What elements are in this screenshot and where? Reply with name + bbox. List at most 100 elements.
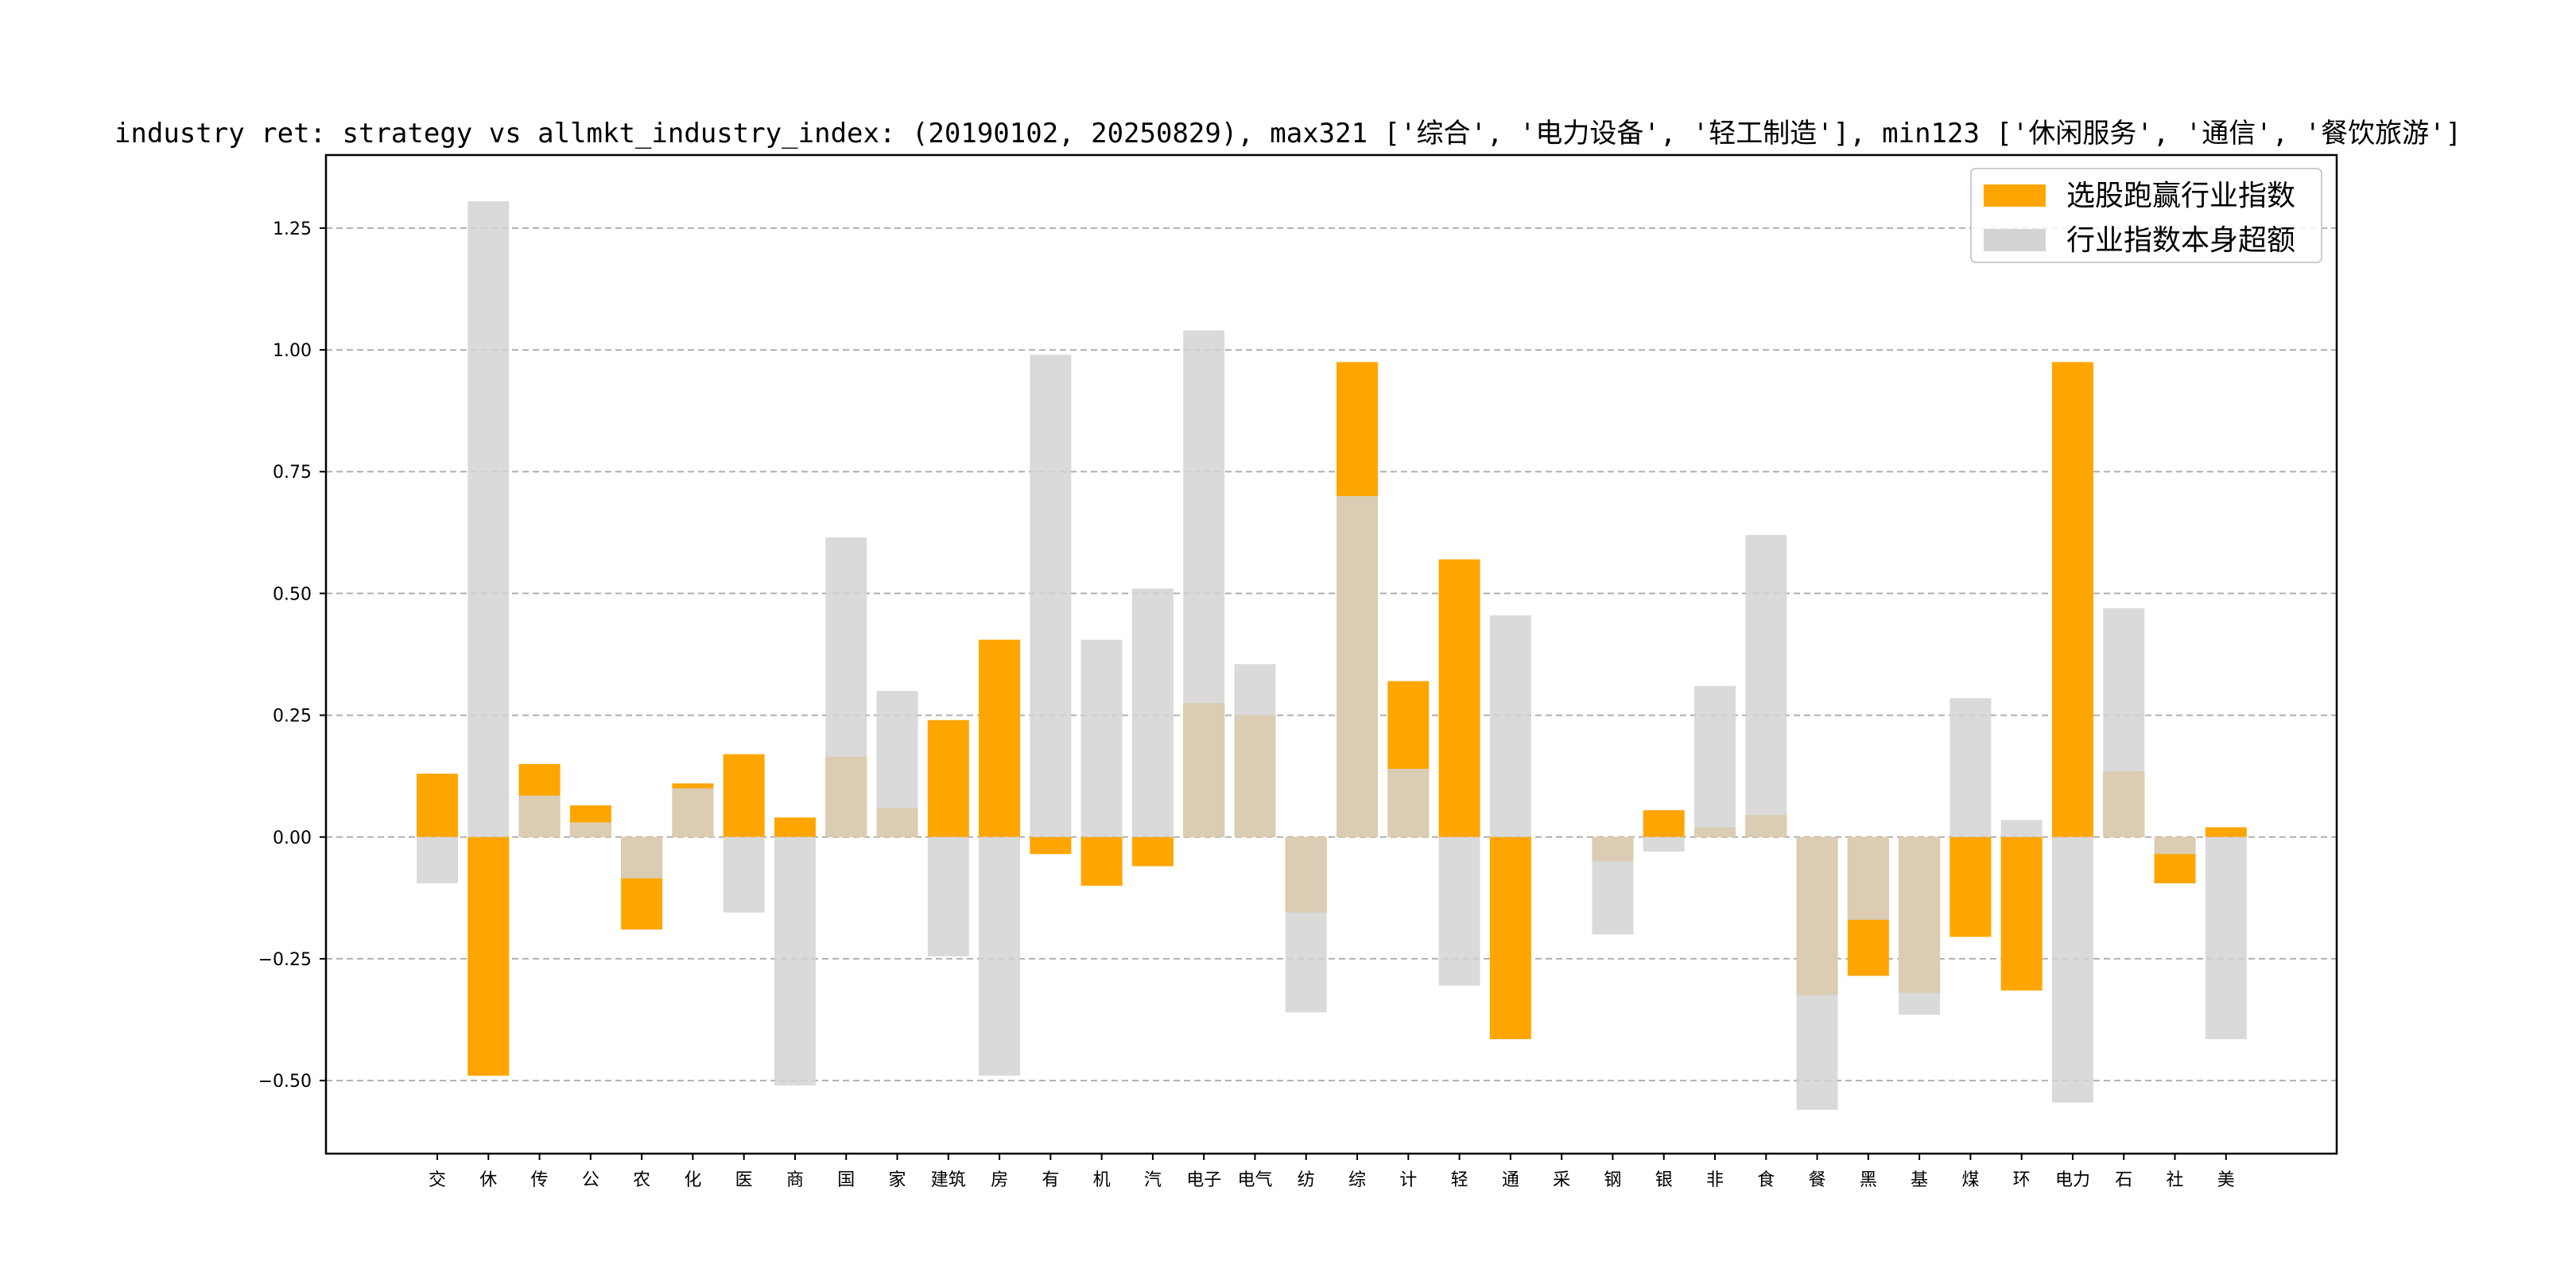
x-tick-label: 计 [1399, 1170, 1417, 1190]
bar-strategy-7 [774, 817, 816, 837]
y-tick-label: 1.25 [273, 219, 312, 239]
bar-strategy-35 [2205, 827, 2247, 837]
bar-index-4 [621, 836, 663, 879]
x-tick-label: 机 [1093, 1170, 1111, 1190]
x-tick-label: 食 [1757, 1170, 1775, 1190]
bar-index-33 [2103, 607, 2145, 837]
x-tick-label: 公 [582, 1170, 599, 1190]
x-tick-label: 电力 [2055, 1170, 2090, 1190]
bar-index-19 [1387, 768, 1430, 837]
bar-index-35 [2205, 836, 2247, 1040]
x-tick-label: 银 [1655, 1170, 1673, 1190]
x-tick-label: 轻 [1451, 1170, 1468, 1190]
bar-index-12 [1030, 355, 1072, 837]
bar-index-28 [1847, 836, 1889, 920]
y-tick-label: −0.25 [258, 950, 312, 970]
legend-box [1970, 168, 2322, 263]
y-tick-label: 0.00 [273, 828, 312, 848]
bar-strategy-21 [1489, 836, 1531, 1040]
x-tick-label: 钢 [1604, 1170, 1621, 1190]
bar-strategy-6 [723, 754, 765, 837]
bar-index-13 [1080, 639, 1123, 837]
x-tick-label: 有 [1042, 1170, 1059, 1190]
x-tick-label: 休 [479, 1170, 497, 1190]
x-tick-label: 农 [633, 1170, 650, 1190]
bar-index-9 [876, 690, 918, 837]
bar-index-25 [1694, 685, 1736, 837]
bar-index-8 [825, 537, 867, 837]
legend-label: 选股跑赢行业指数 [2066, 180, 2295, 212]
bar-index-27 [1796, 836, 1838, 1110]
plot-frame [324, 153, 2338, 1155]
axes: −0.50 −0.25 0.00 0.25 0.50 0.75 1.00 1.25 交 休 传 公 农 化… [258, 153, 2338, 1190]
y-tick-label: −0.50 [258, 1072, 312, 1092]
bar-index-3 [569, 822, 611, 837]
x-tick-label: 国 [837, 1170, 855, 1190]
x-tick-label: 煤 [1961, 1170, 1979, 1190]
x-tick-label: 电气 [1237, 1170, 1272, 1190]
x-tick-label: 传 [531, 1170, 549, 1190]
bar-index-32 [2051, 836, 2093, 1103]
x-tick-label: 黑 [1860, 1170, 1877, 1190]
bars [417, 201, 2247, 1110]
y-tick-label: 0.25 [273, 707, 312, 727]
bar-strategy-30 [1949, 836, 1992, 937]
bar-index-2 [518, 795, 561, 837]
x-tick-label: 基 [1911, 1170, 1928, 1190]
x-tick-label: 通 [1502, 1170, 1519, 1190]
bar-strategy-31 [2000, 836, 2043, 991]
bar-index-23 [1592, 836, 1634, 935]
x-tick-label: 电子 [1186, 1170, 1221, 1190]
bar-index-26 [1745, 534, 1787, 837]
bar-strategy-14 [1131, 836, 1174, 867]
bar-index-11 [979, 836, 1021, 1076]
bar-index-24 [1643, 836, 1685, 852]
bar-index-29 [1899, 836, 1941, 1015]
bar-index-34 [2154, 836, 2196, 855]
bar-index-17 [1285, 836, 1327, 1013]
bar-index-6 [723, 836, 765, 913]
y-tick-label: 0.75 [273, 463, 312, 483]
legend-swatch [1984, 229, 2046, 251]
x-tick-label: 美 [2217, 1170, 2235, 1190]
x-tick-label: 商 [786, 1170, 804, 1190]
y-tick-label: 0.50 [273, 584, 312, 604]
x-tick-label: 建筑 [931, 1170, 966, 1190]
x-tick-label: 交 [429, 1170, 446, 1190]
x-tick-label: 家 [889, 1170, 906, 1190]
bar-index-15 [1183, 330, 1225, 837]
bar-index-5 [672, 788, 714, 837]
bar-strategy-12 [1030, 836, 1072, 855]
x-tick-label: 石 [2115, 1170, 2132, 1190]
bar-index-31 [2000, 820, 2043, 837]
chart-title: industry ret: strategy vs allmkt_industr… [114, 118, 2462, 149]
bar-index-18 [1336, 495, 1379, 837]
bar-strategy-13 [1080, 836, 1123, 886]
bar-strategy-11 [979, 639, 1021, 837]
x-tick-label: 医 [735, 1170, 753, 1190]
y-tick-label: 1.00 [273, 341, 312, 361]
bar-index-10 [927, 836, 969, 956]
bar-strategy-10 [927, 720, 969, 837]
bar-index-20 [1438, 836, 1480, 986]
bar-index-21 [1489, 615, 1531, 837]
legend-swatch [1984, 184, 2046, 207]
bar-strategy-32 [2051, 362, 2093, 837]
bar-index-16 [1234, 664, 1276, 837]
x-tick-label: 综 [1348, 1170, 1366, 1190]
bar-index-7 [774, 836, 816, 1086]
bar-index-14 [1131, 588, 1174, 837]
bar-strategy-0 [417, 774, 458, 837]
x-tick-label: 房 [991, 1170, 1008, 1190]
bar-strategy-24 [1643, 810, 1685, 837]
bar-index-1 [467, 201, 510, 837]
x-tick-label: 采 [1553, 1170, 1570, 1190]
x-tick-label: 纺 [1298, 1170, 1315, 1190]
x-tick-label: 汽 [1144, 1170, 1162, 1190]
bar-strategy-20 [1438, 559, 1480, 837]
bar-index-30 [1949, 698, 1992, 837]
x-tick-label: 环 [2013, 1170, 2031, 1190]
bar-index-0 [417, 836, 458, 883]
